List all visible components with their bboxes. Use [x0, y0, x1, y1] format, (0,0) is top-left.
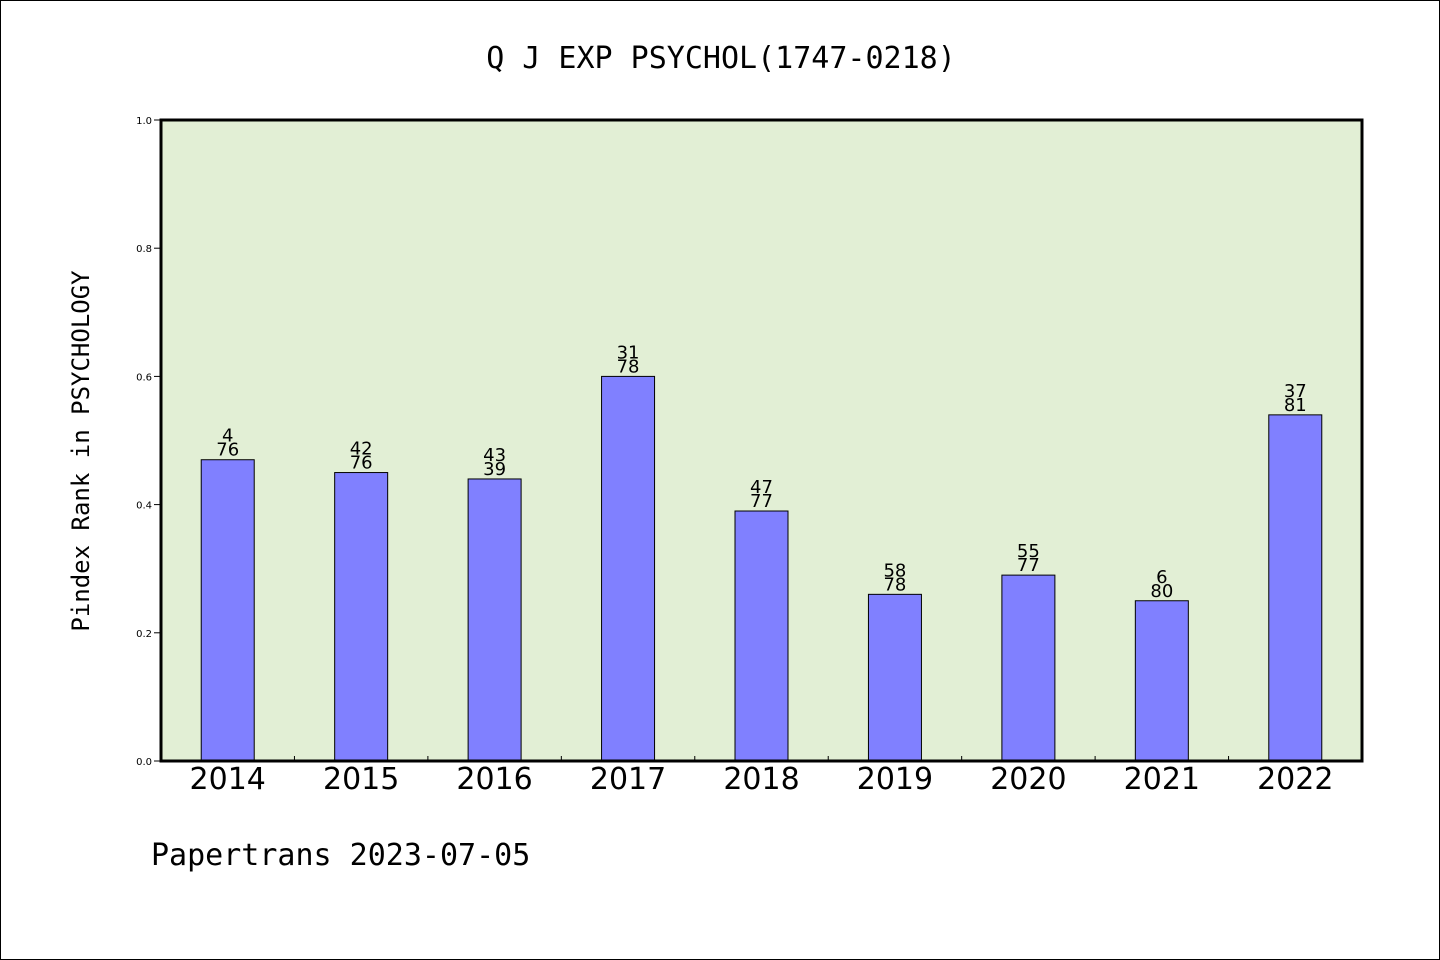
- bar-2016: [467, 478, 522, 762]
- bar-label-top: 43: [483, 445, 506, 466]
- chart-title: Q J EXP PSYCHOL(1747-0218): [486, 41, 956, 76]
- plot-frame: [159, 118, 1364, 763]
- bar-label-bottom: 81: [1284, 395, 1307, 416]
- x-tick-label: 2019: [857, 762, 933, 797]
- x-tick-label: 2021: [1124, 762, 1200, 797]
- x-tick-label: 2020: [990, 762, 1066, 797]
- bar-label-bottom: 80: [1150, 581, 1173, 602]
- bar-2017: [601, 375, 656, 762]
- y-axis: 0.0 0.2 0.4 0.6 0.8 1.0: [136, 116, 161, 768]
- x-tick-label: 2016: [456, 762, 532, 797]
- bar-2014: [200, 459, 255, 762]
- bars-group: [200, 375, 1323, 762]
- bar-label-top: 31: [617, 342, 640, 363]
- bar-2021: [1134, 600, 1189, 762]
- bar-2022: [1268, 414, 1323, 762]
- bar-label-bottom: 76: [216, 440, 239, 461]
- y-tick-label: 0.8: [136, 244, 152, 255]
- bar-label-bottom: 39: [483, 459, 506, 480]
- y-tick-label: 0.6: [136, 372, 152, 383]
- bar-label-top: 58: [883, 560, 906, 581]
- x-tick-label: 2015: [323, 762, 399, 797]
- bar-2019: [867, 593, 922, 762]
- x-tick-label: 2014: [190, 762, 266, 797]
- bar-label-bottom: 77: [750, 491, 773, 512]
- bar-2015: [334, 472, 389, 762]
- bar-label-bottom: 78: [617, 356, 640, 377]
- y-tick-label: 1.0: [136, 116, 152, 127]
- x-tick-label: 2017: [590, 762, 666, 797]
- y-tick-label: 0.4: [136, 501, 152, 512]
- bar-label-top: 55: [1017, 541, 1040, 562]
- bar-label-top: 4: [222, 426, 233, 447]
- bar-label-bottom: 76: [350, 453, 373, 474]
- bar-2020: [1001, 574, 1056, 762]
- y-tick-label: 0.2: [136, 629, 152, 640]
- bar-label-top: 37: [1284, 381, 1307, 402]
- x-tick-label: 2022: [1257, 762, 1333, 797]
- footer-credit: Papertrans 2023-07-05: [151, 838, 530, 873]
- bar-label-top: 6: [1156, 567, 1167, 588]
- x-tick-label: 2018: [723, 762, 799, 797]
- y-axis-label: Pindex Rank in PSYCHOLOGY: [67, 270, 95, 632]
- bar-label-top: 42: [350, 439, 373, 460]
- x-axis: 2014 2015 2016 2017 2018 2019 2020 2021 2022: [190, 756, 1333, 797]
- bar-2018: [734, 510, 789, 762]
- bar-label-bottom: 78: [883, 574, 906, 595]
- bar-label-top: 47: [750, 477, 773, 498]
- y-tick-label: 0.0: [136, 757, 152, 768]
- bar-label-bottom: 77: [1017, 555, 1040, 576]
